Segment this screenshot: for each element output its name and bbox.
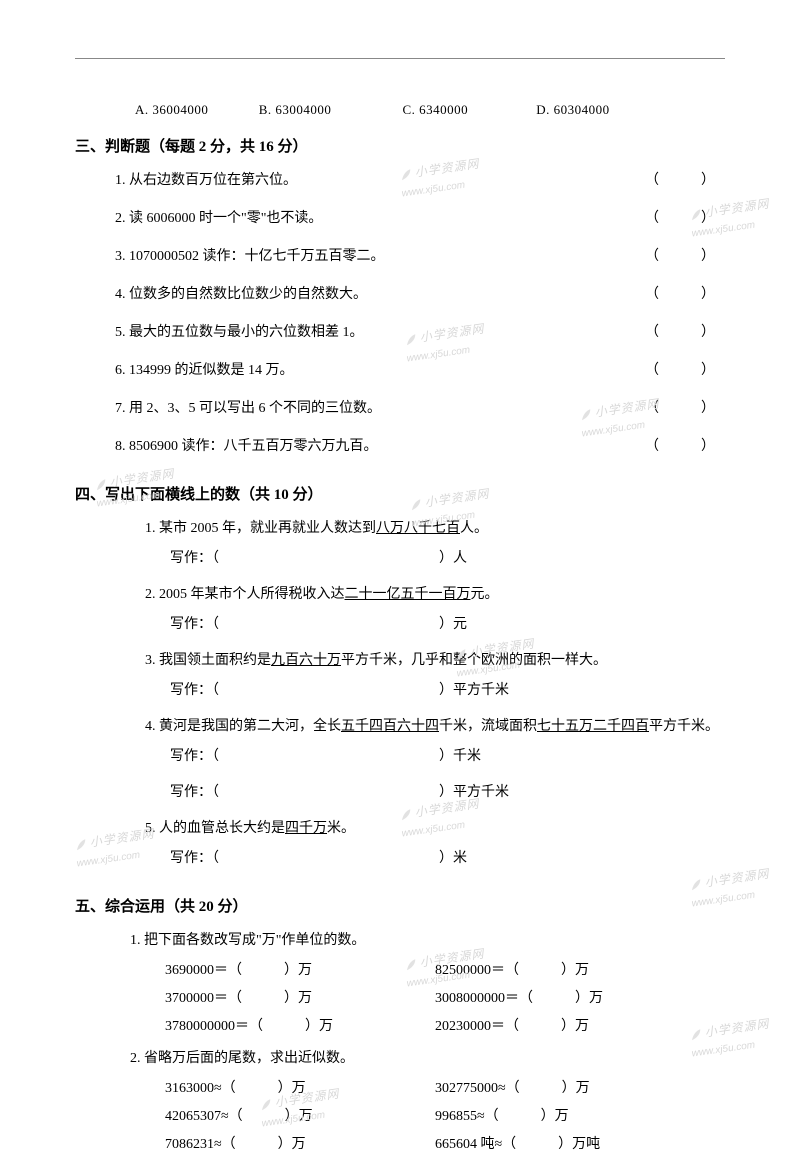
s4-q1-write: 写作：（ ）人 [75,545,725,573]
s4-q4-mid: 千米，流域面积 [439,719,537,734]
s4-q2-pre: 2. 2005 年某市个人所得税收入达 [145,587,345,602]
s4-q5-pre: 5. 人的血管总长大约是 [145,821,285,836]
calc-right[interactable]: 302775000≈（ ）万 [435,1075,590,1103]
s4-q1-pre: 1. 某市 2005 年，就业再就业人数达到 [145,521,376,536]
judge-item: 1. 从右边数百万位在第六位。 （ ） [75,167,725,195]
calc-row: 3690000＝（ ）万82500000＝（ ）万 [75,957,725,985]
calc-left[interactable]: 3690000＝（ ）万 [165,957,435,985]
s4-q4-u2: 七十五万二千四百 [537,719,649,734]
choice-d: D. 60304000 [536,100,609,121]
judge-paren[interactable]: （ ） [645,319,715,347]
s4-q1-post: 人。 [460,521,488,536]
judge-item: 4. 位数多的自然数比位数少的自然数大。 （ ） [75,281,725,309]
unit: ）平方千米 [439,683,509,698]
s4-q3-post: 平方千米，几乎和整个欧洲的面积一样大。 [341,653,607,668]
calc-row: 3700000＝（ ）万3008000000＝（ ）万 [75,985,725,1013]
write-label: 写作：（ [170,551,219,566]
judge-item: 7. 用 2、3、5 可以写出 6 个不同的三位数。 （ ） [75,395,725,423]
mc-choices-row: A. 36004000 B. 63004000 C. 6340000 D. 60… [75,100,725,121]
calc-row: 3163000≈（ ）万302775000≈（ ）万 [75,1075,725,1103]
s4-q5-u: 四千万 [285,821,327,836]
s4-q2-post: 元。 [471,587,499,602]
s4-q3-u: 九百六十万 [271,653,341,668]
s4-q4: 4. 黄河是我国的第二大河，全长五千四百六十四千米，流域面积七十五万二千四百平方… [75,713,725,741]
s4-q4-post: 平方千米。 [649,719,719,734]
calc-left[interactable]: 42065307≈（ ）万 [165,1103,435,1131]
write-label: 写作：（ [170,683,219,698]
write-label: 写作：（ [170,785,219,800]
judge-text: 8. 8506900 读作：八千五百万零六万九百。 [115,439,378,454]
judge-paren[interactable]: （ ） [645,167,715,195]
section-5-title: 五、综合运用（共 20 分） [75,895,725,919]
s4-q3-pre: 3. 我国领土面积约是 [145,653,271,668]
judge-paren[interactable]: （ ） [645,395,715,423]
s4-q3-write: 写作：（ ）平方千米 [75,677,725,705]
s4-q2-u: 二十一亿五千一百万 [345,587,471,602]
s4-q5-post: 米。 [327,821,355,836]
s4-q3: 3. 我国领土面积约是九百六十万平方千米，几乎和整个欧洲的面积一样大。 [75,647,725,675]
write-label: 写作：（ [170,749,219,764]
s4-q2: 2. 2005 年某市个人所得税收入达二十一亿五千一百万元。 [75,581,725,609]
section-3-title: 三、判断题（每题 2 分，共 16 分） [75,135,725,159]
judge-paren[interactable]: （ ） [645,433,715,461]
judge-text: 7. 用 2、3、5 可以写出 6 个不同的三位数。 [115,401,381,416]
s4-q5: 5. 人的血管总长大约是四千万米。 [75,815,725,843]
judge-text: 4. 位数多的自然数比位数少的自然数大。 [115,287,367,302]
s4-q2-write: 写作：（ ）元 [75,611,725,639]
calc-left[interactable]: 3163000≈（ ）万 [165,1075,435,1103]
s4-q4-pre: 4. 黄河是我国的第二大河，全长 [145,719,341,734]
choice-a: A. 36004000 [135,100,255,121]
judge-text: 1. 从右边数百万位在第六位。 [115,173,297,188]
judge-text: 6. 134999 的近似数是 14 万。 [115,363,294,378]
top-rule [75,58,725,59]
judge-paren[interactable]: （ ） [645,205,715,233]
unit: ）米 [439,851,467,866]
page-content: A. 36004000 B. 63004000 C. 6340000 D. 60… [75,60,725,1159]
calc-left[interactable]: 3700000＝（ ）万 [165,985,435,1013]
judge-paren[interactable]: （ ） [645,281,715,309]
judge-text: 3. 1070000502 读作：十亿七千万五百零二。 [115,249,385,264]
calc-right[interactable]: 996855≈（ ）万 [435,1103,569,1131]
s4-q4-write1: 写作：（ ）千米 [75,743,725,771]
s4-q1: 1. 某市 2005 年，就业再就业人数达到八万八千七百人。 [75,515,725,543]
judge-text: 5. 最大的五位数与最小的六位数相差 1。 [115,325,364,340]
calc-left[interactable]: 3780000000＝（ ）万 [165,1013,435,1041]
unit: ）千米 [439,749,481,764]
calc-row: 3780000000＝（ ）万20230000＝（ ）万 [75,1013,725,1041]
unit: ）元 [439,617,467,632]
s4-q4-write2: 写作：（ ）平方千米 [75,779,725,807]
judge-item: 6. 134999 的近似数是 14 万。 （ ） [75,357,725,385]
calc-right[interactable]: 82500000＝（ ）万 [435,957,589,985]
calc-right[interactable]: 665604 吨≈（ ）万吨 [435,1131,600,1159]
s4-q1-u: 八万八千七百 [376,521,460,536]
calc-row: 7086231≈（ ）万665604 吨≈（ ）万吨 [75,1131,725,1159]
calc-left[interactable]: 7086231≈（ ）万 [165,1131,435,1159]
choice-b: B. 63004000 [259,100,399,121]
judge-item: 8. 8506900 读作：八千五百万零六万九百。 （ ） [75,433,725,461]
s5-q1-title: 1. 把下面各数改写成"万"作单位的数。 [75,927,725,955]
s4-q5-write: 写作：（ ）米 [75,845,725,873]
judge-paren[interactable]: （ ） [645,243,715,271]
unit: ）平方千米 [439,785,509,800]
judge-item: 5. 最大的五位数与最小的六位数相差 1。 （ ） [75,319,725,347]
calc-right[interactable]: 20230000＝（ ）万 [435,1013,589,1041]
calc-right[interactable]: 3008000000＝（ ）万 [435,985,603,1013]
judge-item: 2. 读 6006000 时一个"零"也不读。 （ ） [75,205,725,233]
judge-item: 3. 1070000502 读作：十亿七千万五百零二。 （ ） [75,243,725,271]
judge-text: 2. 读 6006000 时一个"零"也不读。 [115,211,322,226]
write-label: 写作：（ [170,851,219,866]
write-label: 写作：（ [170,617,219,632]
choice-c: C. 6340000 [403,100,533,121]
unit: ）人 [439,551,467,566]
s5-q2-title: 2. 省略万后面的尾数，求出近似数。 [75,1045,725,1073]
s4-q4-u1: 五千四百六十四 [341,719,439,734]
judge-paren[interactable]: （ ） [645,357,715,385]
calc-row: 42065307≈（ ）万996855≈（ ）万 [75,1103,725,1131]
section-4-title: 四、写出下面横线上的数（共 10 分） [75,483,725,507]
